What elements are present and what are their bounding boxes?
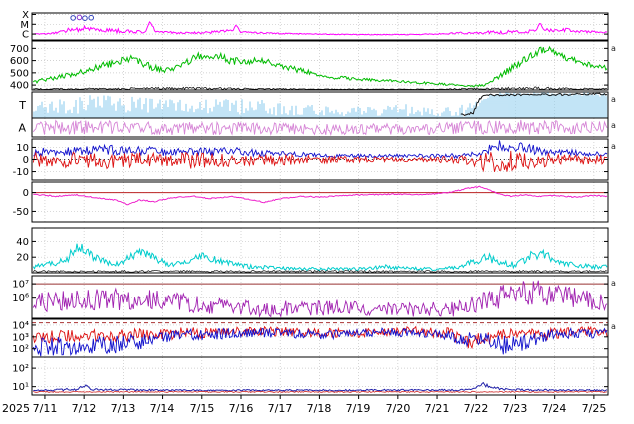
x-axis-year-label: 2025 [2,402,30,415]
x-axis-tick-label: 7/21 [424,402,450,415]
panel-grid [32,41,608,90]
x-axis-tick-label: 7/20 [385,402,411,415]
series-density [32,243,608,272]
x-axis-tick-label: 7/11 [32,402,58,415]
y-axis-label: 10⁶ [12,293,29,304]
panel-border [31,181,609,223]
y-axis-label: -10 [13,167,29,178]
x-axis-tick-label: 7/13 [110,402,136,415]
series-density-aux [32,269,608,273]
x-axis-tick-label: 7/23 [502,402,528,415]
y-axis-label: 40 [16,237,29,248]
series-wind-aux [33,86,608,90]
y-axis-label: M [20,20,29,31]
panel-grid [32,13,608,40]
x-axis-tick-label: 7/19 [345,402,371,415]
y-axis-label: 10⁴ [12,320,29,331]
series-comp-a-band [32,119,608,137]
y-axis-label: 10³ [12,332,29,343]
panel-right-label: a [611,95,616,104]
panel-series [33,381,608,393]
panel-left-label: T [18,99,26,112]
series-dst-index [33,185,608,206]
panel-border [31,40,609,91]
series-temp-step [460,92,608,116]
x-axis-tick-label: 7/25 [581,402,607,415]
y-axis-label: 400 [10,81,29,92]
x-axis-tick-label: 7/22 [463,402,489,415]
panel-series [33,14,608,36]
panel-left-label: A [18,122,26,135]
panel-border [31,117,609,138]
series-proton-blue [32,327,608,357]
marker-flare-markers-purple [76,14,83,21]
panel-border [31,356,609,396]
panel-series [32,325,608,357]
series-wind-speed [32,45,608,88]
panel-grid [32,182,608,222]
panel-xray: XMC [20,10,609,41]
panel-border [31,275,609,319]
y-axis-label: X [22,10,29,21]
panel-imf: 100-10 a [13,138,616,181]
panel-series [33,185,608,206]
x-axis-tick-label: 7/15 [189,402,215,415]
panel-right-label: a [611,142,616,151]
series-xray-flux [33,20,608,36]
y-axis-label: 500 [10,68,29,79]
x-axis-tick-label: 7/24 [541,402,567,415]
series-imf-bt [33,140,608,160]
y-axis-label: 10¹ [12,382,29,393]
panel-border [31,12,609,41]
marker-flare-markers-blue [70,15,76,21]
y-axis-label: 20 [16,253,29,264]
series-imf-bz [32,150,608,173]
y-axis-label: 10² [12,344,29,355]
x-axis-ticks [44,395,595,399]
series-temp-band [33,92,608,118]
panel-series [33,92,608,118]
y-axis-label: C [22,30,29,41]
panel-dst: 0 -50 [13,181,609,223]
y-axis-label: -50 [13,207,29,218]
series-flux-low-red [33,390,608,393]
panel-right-label: a [611,279,616,288]
y-axis-label: 10⁷ [12,280,29,291]
panel-flux-low: 10² 10¹ [12,356,609,396]
panel-right-label: a [611,44,616,53]
series-flux-low-blue [33,381,608,392]
marker-flare-markers-blue [88,14,95,21]
y-axis-label: 0 [23,188,29,199]
x-axis-tick-label: 7/18 [306,402,332,415]
y-axis-label: 700 [10,44,29,55]
panel-border [31,227,609,274]
panel-grid [32,357,608,395]
marker-flare-markers-blue [82,15,88,22]
panel-right-label: a [611,121,616,130]
x-axis-tick-label: 7/16 [228,402,254,415]
series-electron-flux [32,280,608,318]
panel-series [32,119,608,137]
panel-right-label: a [611,322,616,331]
panel-electron-flux: 10⁷ 10⁶ a [12,275,616,319]
y-axis-label: 10 [16,143,29,154]
panel-series [32,280,608,318]
y-axis-label: 0 [23,155,29,166]
y-axis-label: 600 [10,56,29,67]
panel-series [32,140,608,173]
y-axis-label: 10² [12,364,29,375]
panel-series [32,243,608,273]
x-axis-tick-label: 7/14 [149,402,175,415]
x-axis-tick-label: 7/12 [71,402,97,415]
x-axis-tick-label: 7/17 [267,402,293,415]
panel-series [32,45,608,90]
